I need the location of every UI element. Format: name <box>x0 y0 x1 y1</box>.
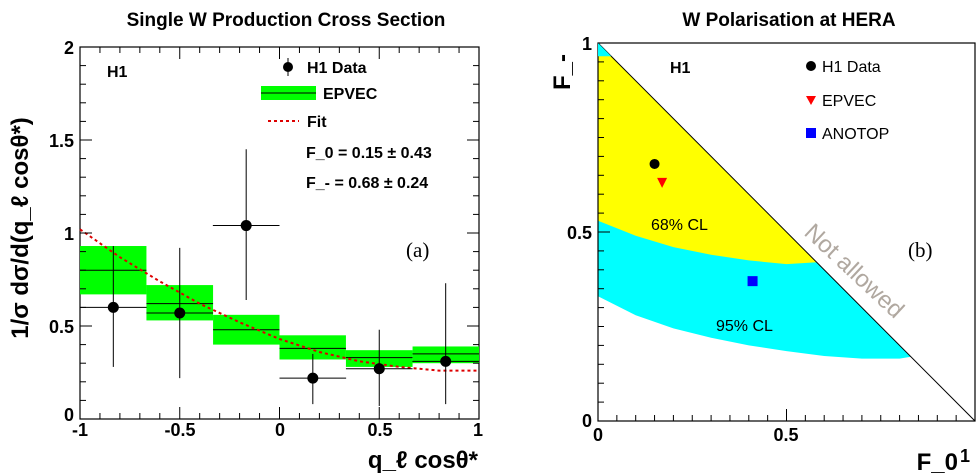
h1-data-points <box>80 149 479 406</box>
panel-b-legend: H1 Data EPVEC ANOTOP <box>806 59 889 143</box>
panel-b: W Polarisation at HERA 68% CL 95% CL Not… <box>549 10 976 475</box>
h1-data-point <box>649 158 660 169</box>
experiment-label: H1 <box>107 64 128 81</box>
panel-label: (a) <box>406 238 429 262</box>
x-tick-label: 0.5 <box>367 420 392 440</box>
x-tick-label: -0.5 <box>164 420 195 440</box>
cl95-label: 95% CL <box>716 318 773 335</box>
y-tick-label: 0 <box>64 405 74 425</box>
cl68-label: 68% CL <box>651 217 708 234</box>
data-point <box>440 355 452 367</box>
x-tick-label: 0.5 <box>773 425 798 445</box>
panel-label: (b) <box>908 238 933 262</box>
anotop-point <box>747 276 758 287</box>
panel-b-tick-labels: 0 0.5 0 0.5 1 <box>567 34 799 445</box>
y-tick-label: 0 <box>582 411 592 431</box>
panel-a-x-tick-labels: -1 -0.5 0 0.5 1 <box>72 420 483 440</box>
legend-data-label: H1 Data <box>307 60 367 77</box>
y-tick-label: 1 <box>582 34 592 54</box>
panel-a-plot-area <box>79 46 480 420</box>
data-point <box>240 220 252 232</box>
y-tick-label: 0.5 <box>567 223 592 243</box>
panel-a-y-axis-label: 1/σ dσ/d(q_ℓ cosθ*) <box>7 117 34 339</box>
panel-b-ticks <box>597 42 976 422</box>
panel-a-title: Single W Production Cross Section <box>127 10 446 31</box>
legend-epvec-label: EPVEC <box>822 93 876 110</box>
panel-b-title: W Polarisation at HERA <box>682 10 896 31</box>
data-point <box>107 301 119 313</box>
panel-a-legend: H1 Data EPVEC Fit F_0 = 0.15 ± 0.43 F_- … <box>261 58 432 192</box>
experiment-label: H1 <box>670 60 691 77</box>
legend-epvec-label: EPVEC <box>323 86 378 103</box>
x-tick-label: 1 <box>960 446 970 466</box>
epvec-point <box>657 177 668 188</box>
panel-b-plot-area <box>597 42 976 422</box>
fminus-result: F_- = 0.68 ± 0.24 <box>306 175 428 192</box>
legend-marker-anotop <box>806 128 816 138</box>
f0-result: F_0 = 0.15 ± 0.43 <box>306 145 432 162</box>
y-tick-label: 2 <box>64 38 74 58</box>
x-tick-label: -1 <box>72 420 88 440</box>
panel-a-x-axis-label: q_ℓ cosθ* <box>368 447 479 474</box>
data-point <box>373 363 385 375</box>
panel-a-ticks <box>79 46 480 420</box>
legend-marker-h1 <box>806 61 816 71</box>
cl95-corner <box>598 43 612 57</box>
legend-marker-epvec <box>806 96 816 105</box>
legend-fit-label: Fit <box>307 114 327 131</box>
data-point <box>307 372 319 384</box>
legend-anotop-label: ANOTOP <box>822 126 889 143</box>
y-tick-label: 0.5 <box>49 317 74 337</box>
x-tick-label: 0 <box>275 420 285 440</box>
fit-curve <box>79 228 479 372</box>
x-tick-label: 0 <box>593 425 603 445</box>
panel-b-x-axis-label: F_0 <box>917 449 958 475</box>
x-tick-label: 1 <box>473 420 483 440</box>
panel-a: Single W Production Cross Section -1 -0.… <box>7 10 483 474</box>
panel-a-y-tick-labels: 0 0.5 1 1.5 2 <box>49 38 74 425</box>
legend-h1-label: H1 Data <box>822 59 881 76</box>
y-tick-label: 1 <box>64 224 74 244</box>
panel-b-y-axis-label: F_- <box>549 54 576 90</box>
epvec-band <box>80 246 479 367</box>
physical-boundary-line <box>597 42 976 422</box>
data-point <box>174 307 186 319</box>
panel-a-frame <box>79 46 480 420</box>
y-tick-label: 1.5 <box>49 131 74 151</box>
